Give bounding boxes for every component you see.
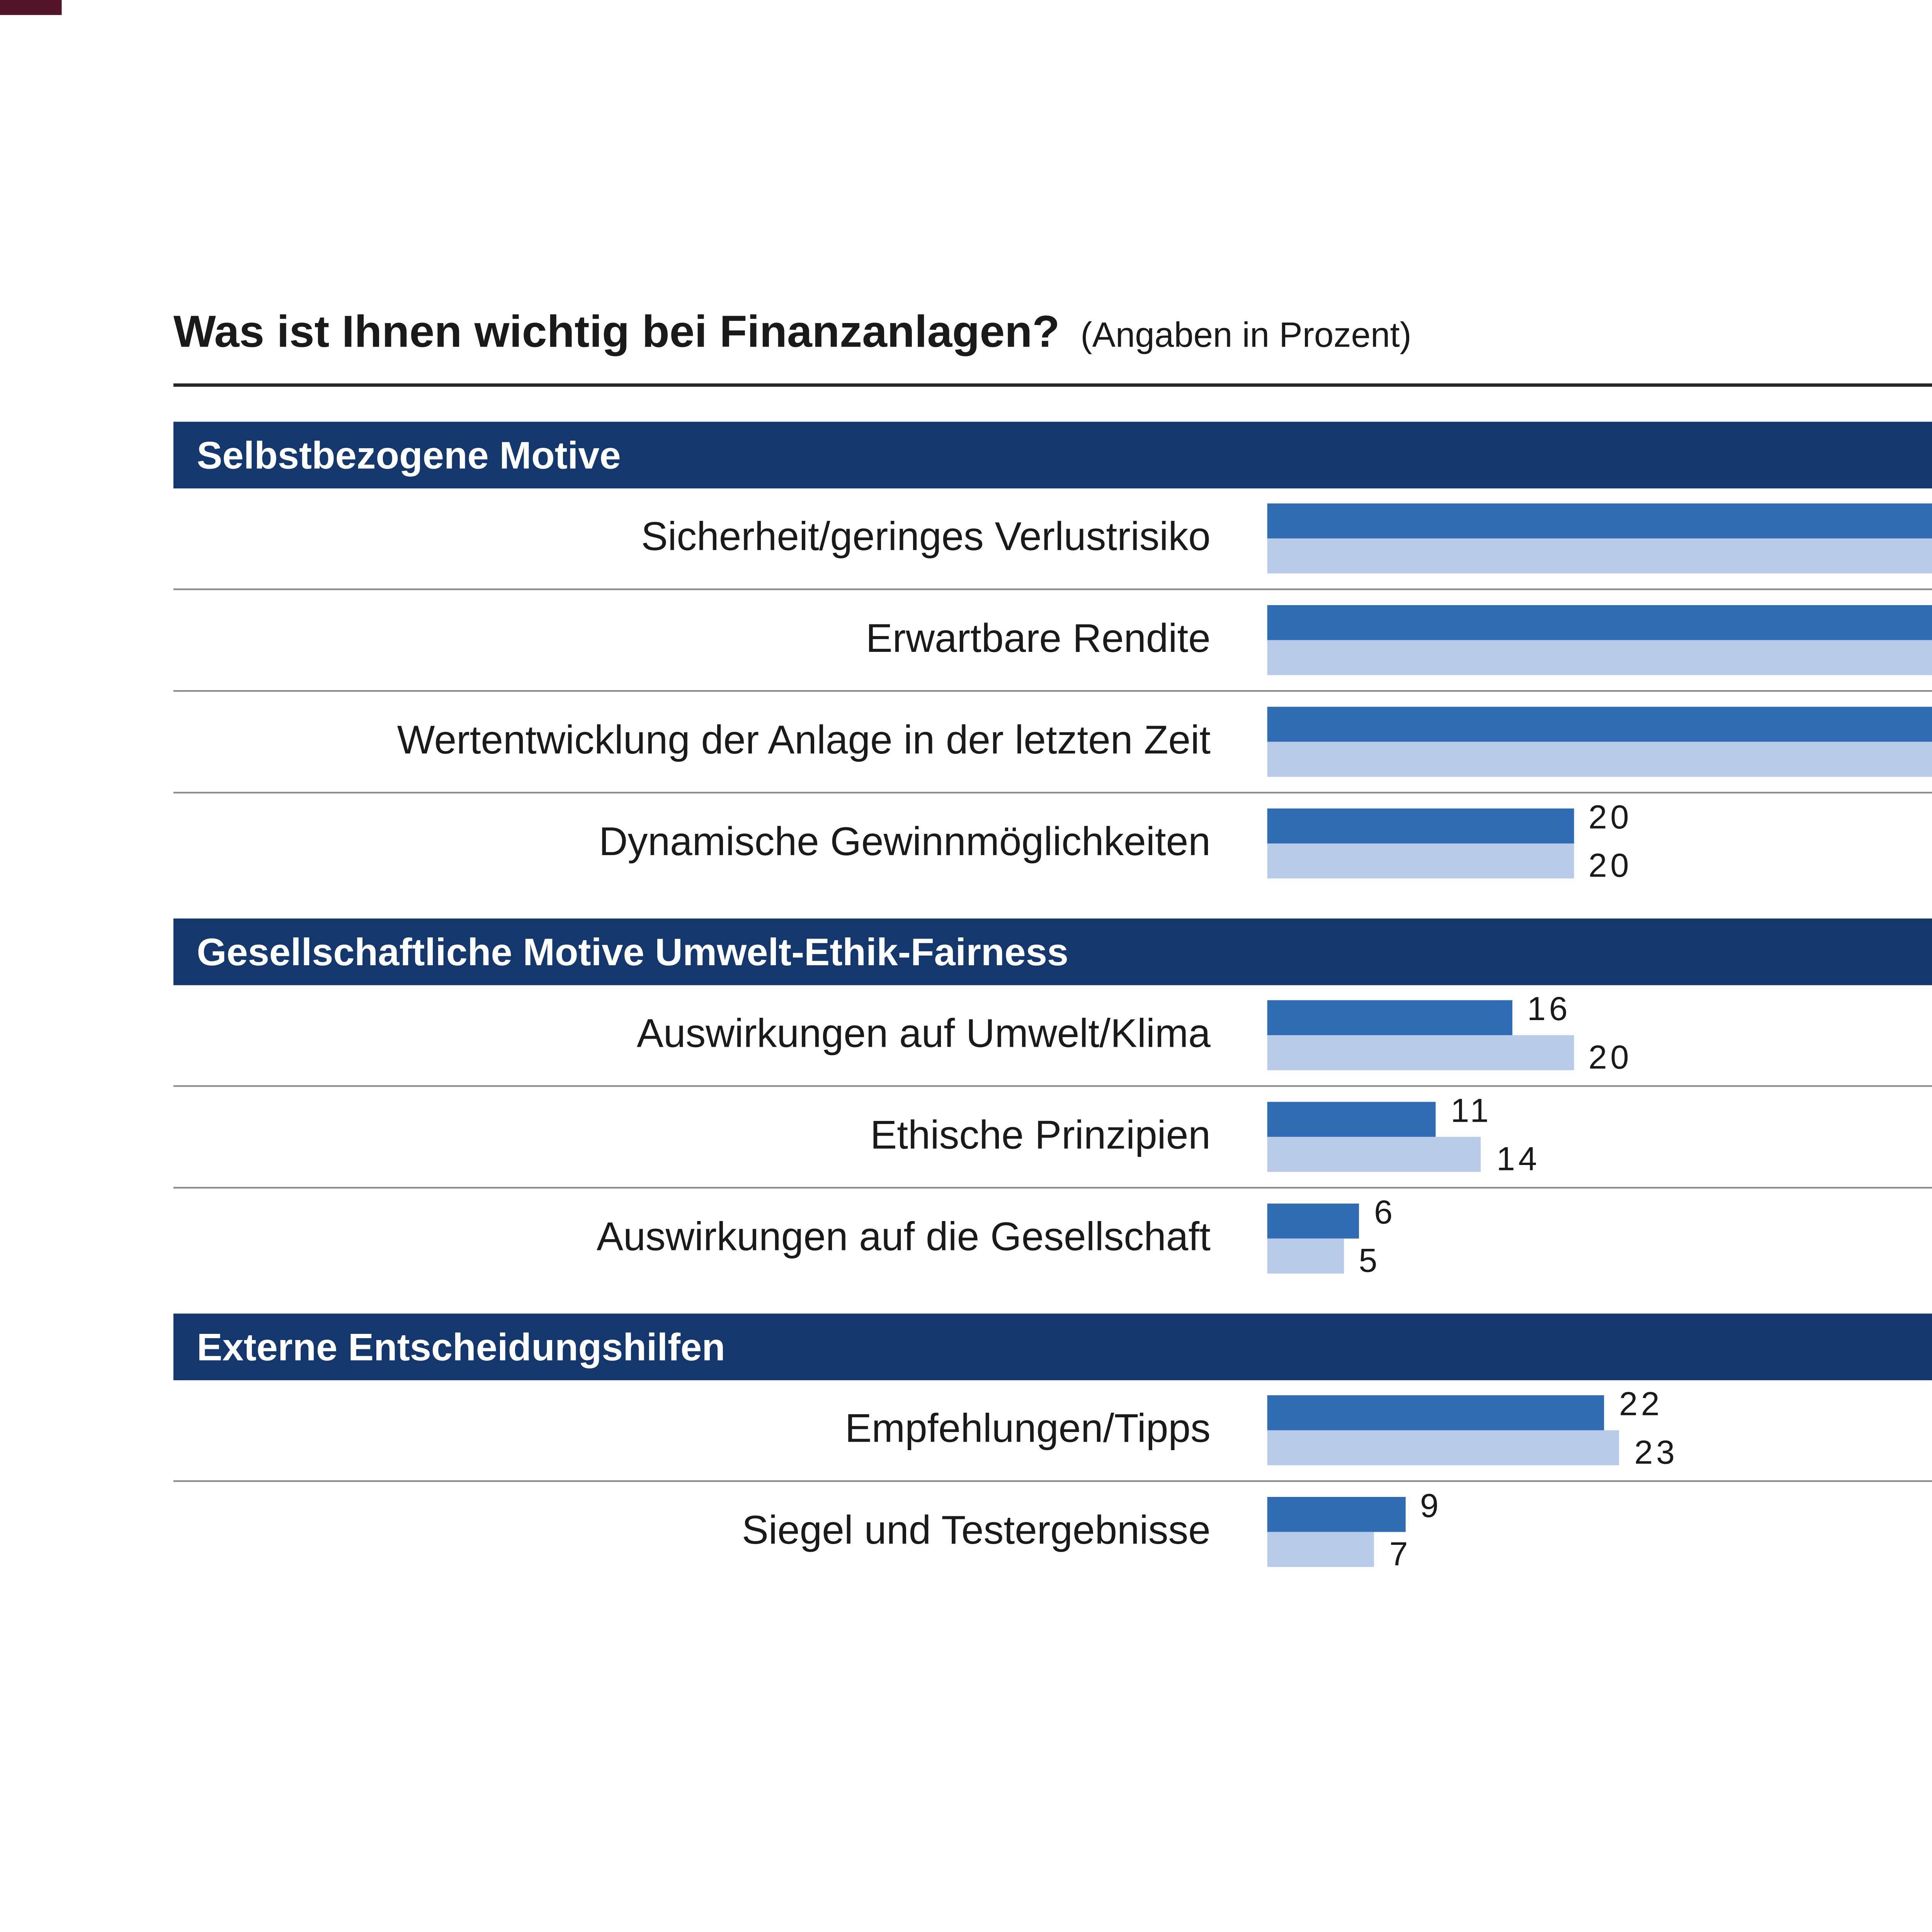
row-label: Wertentwicklung der Anlage in der letzte… [397,718,1211,764]
chart-row: Empfehlungen/Tipps 22 23 [173,1380,1932,1482]
bar-2024 [1267,707,1932,742]
chart-row: Auswirkungen auf Umwelt/Klima 16 20 [173,985,1932,1087]
bar-2022 [1267,640,1932,675]
row-bars: 6567 [1241,488,1932,588]
bar-line: 49 [1267,742,1932,777]
row-label: Auswirkungen auf die Gesellschaft [597,1215,1211,1260]
chart-title-subtitle: (Angaben in Prozent) [1080,316,1412,355]
bar-value: 20 [1588,1040,1633,1077]
section-header: Selbstbezogene Motive [173,422,1932,489]
row-label: Ethische Prinzipien [870,1113,1211,1159]
bar-line: 20 [1267,1035,1932,1077]
section: Gesellschaftliche Motive Umwelt-Ethik-Fa… [173,918,1932,1289]
bar-line: 16 [1267,992,1932,1036]
bar-value: 11 [1451,1094,1492,1130]
bar-value: 6 [1374,1195,1396,1232]
chart-row: Siegel und Testergebnisse 9 7 [173,1482,1932,1582]
bar-2024 [1267,503,1932,539]
bar-2024 [1267,1497,1405,1532]
chart-title-main: Was ist Ihnen wichtig bei Finanzanlagen? [173,306,1060,357]
bar-value: 9 [1420,1488,1442,1526]
bar-line: 9 [1267,1488,1932,1532]
row-label: Siegel und Testergebnisse [742,1509,1211,1554]
bar-line: 7 [1267,1532,1932,1574]
bar-line: 67 [1267,538,1932,574]
bar-2022 [1267,1035,1574,1070]
row-bars: 6258 [1241,590,1932,690]
row-bars: 11 14 [1241,1087,1932,1187]
row-label: Sicherheit/geringes Verlustrisiko [641,515,1211,560]
bar-value: 7 [1389,1537,1412,1574]
chart-row: Dynamische Gewinnmöglichkeiten 20 20 [173,794,1932,894]
bar-2024 [1267,605,1932,640]
chart-row: Wertentwicklung der Anlage in der letzte… [173,692,1932,794]
bar-2022 [1267,1137,1482,1172]
bar-value: 20 [1588,848,1633,885]
bar-2022 [1267,1430,1619,1466]
bar-line: 65 [1267,503,1932,539]
bar-line: 22 [1267,1387,1932,1430]
row-bars: 5349 [1241,692,1932,792]
corner-artifact [0,0,62,15]
section-header: Externe Entscheidungshilfen [173,1313,1932,1381]
bar-line: 11 [1267,1094,1932,1137]
bar-2022 [1267,538,1932,574]
bar-2022 [1267,843,1574,879]
bar-2024 [1267,808,1574,844]
bar-line: 6 [1267,1195,1932,1239]
row-bars: 20 20 [1241,794,1932,894]
bar-value: 16 [1527,992,1571,1029]
bar-2024 [1267,1102,1436,1137]
row-label: Empfehlungen/Tipps [845,1407,1211,1452]
chart-row: Ethische Prinzipien 11 14 [173,1087,1932,1189]
bar-2024 [1267,1395,1604,1430]
bar-2024 [1267,1000,1512,1036]
bar-value: 23 [1634,1435,1678,1472]
bar-value: 20 [1588,800,1633,837]
section: Externe Entscheidungshilfen Empfehlungen/… [173,1313,1932,1582]
bar-value: 22 [1619,1387,1663,1424]
bar-line: 62 [1267,605,1932,640]
row-label: Dynamische Gewinnmöglichkeiten [599,820,1211,866]
bar-line: 23 [1267,1430,1932,1472]
bar-line: 20 [1267,800,1932,844]
bar-line: 58 [1267,640,1932,675]
bar-2024 [1267,1203,1359,1239]
bar-line: 14 [1267,1137,1932,1179]
chart-content: Was ist Ihnen wichtig bei Finanzanlagen?… [173,307,1932,1582]
row-bars: 22 23 [1241,1380,1932,1480]
sections: Selbstbezogene Motive Sicherheit/geringes… [173,422,1932,1582]
bar-2022 [1267,742,1932,777]
bar-line: 20 [1267,843,1932,885]
bar-value: 5 [1359,1243,1381,1281]
bar-line: 53 [1267,707,1932,742]
row-label: Auswirkungen auf Umwelt/Klima [636,1012,1211,1057]
section: Selbstbezogene Motive Sicherheit/geringes… [173,422,1932,893]
row-bars: 16 20 [1241,985,1932,1085]
bar-value: 14 [1496,1142,1541,1179]
bar-line: 5 [1267,1238,1932,1280]
chart-row: Auswirkungen auf die Gesellschaft 6 5 [173,1189,1932,1289]
chart-title: Was ist Ihnen wichtig bei Finanzanlagen?… [173,307,1932,387]
bar-2022 [1267,1532,1374,1567]
row-label: Erwartbare Rendite [866,617,1211,662]
chart-row: Sicherheit/geringes Verlustrisiko 6567 [173,488,1932,590]
bar-2022 [1267,1238,1344,1274]
chart-row: Erwartbare Rendite 6258 [173,590,1932,692]
section-header: Gesellschaftliche Motive Umwelt-Ethik-Fa… [173,918,1932,985]
